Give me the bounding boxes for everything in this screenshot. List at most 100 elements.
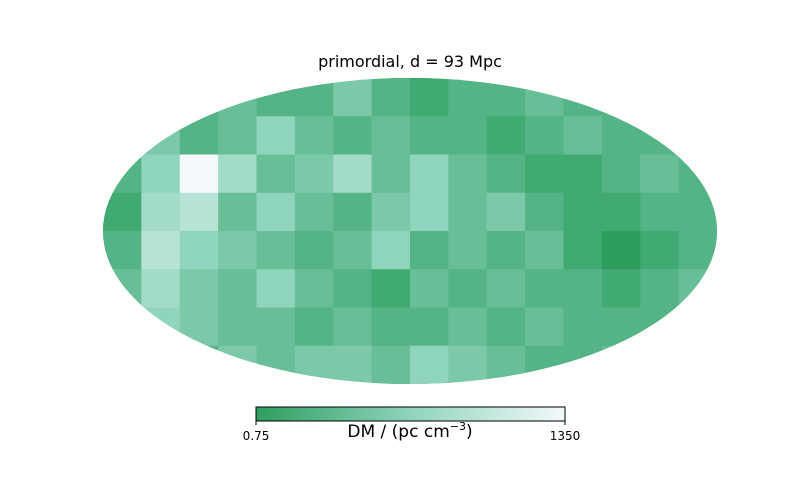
sky-pixel bbox=[678, 78, 717, 117]
sky-pixel bbox=[486, 192, 526, 232]
sky-pixel bbox=[103, 116, 142, 156]
sky-pixel bbox=[141, 192, 181, 232]
sky-pixel bbox=[179, 345, 219, 384]
sky-pixel bbox=[371, 154, 411, 194]
sky-pixel bbox=[333, 231, 373, 270]
sky-pixel bbox=[294, 231, 334, 270]
sky-pixel bbox=[333, 192, 373, 232]
sky-pixel bbox=[448, 192, 488, 232]
sky-pixel bbox=[141, 269, 181, 309]
sky-pixel bbox=[525, 231, 565, 270]
sky-pixel bbox=[294, 307, 334, 347]
sky-pixel bbox=[256, 192, 296, 232]
sky-pixel bbox=[218, 116, 258, 156]
sky-pixel bbox=[601, 116, 641, 156]
sky-pixel bbox=[678, 116, 717, 156]
sky-pixel bbox=[563, 345, 603, 384]
sky-pixel bbox=[640, 269, 680, 309]
sky-pixel bbox=[486, 231, 526, 270]
sky-pixel bbox=[371, 78, 411, 117]
sky-pixel bbox=[256, 116, 296, 156]
sky-pixel bbox=[448, 78, 488, 117]
sky-pixel bbox=[640, 345, 680, 384]
sky-pixel bbox=[141, 345, 181, 384]
sky-pixel bbox=[179, 231, 219, 270]
sky-pixel bbox=[448, 116, 488, 156]
sky-pixel bbox=[525, 116, 565, 156]
sky-pixel bbox=[141, 78, 181, 117]
sky-pixel bbox=[448, 269, 488, 309]
sky-pixel bbox=[218, 269, 258, 309]
sky-pixel bbox=[525, 345, 565, 384]
sky-pixel bbox=[525, 78, 565, 117]
sky-pixel bbox=[333, 307, 373, 347]
sky-pixel bbox=[103, 231, 142, 270]
sky-pixel bbox=[678, 231, 717, 270]
sky-pixel bbox=[333, 116, 373, 156]
sky-pixel bbox=[448, 231, 488, 270]
sky-pixel bbox=[525, 192, 565, 232]
sky-pixel bbox=[256, 307, 296, 347]
sky-map bbox=[103, 78, 717, 384]
sky-pixel bbox=[141, 307, 181, 347]
sky-pixel bbox=[141, 231, 181, 270]
sky-pixel bbox=[410, 78, 449, 117]
sky-pixel bbox=[563, 116, 603, 156]
sky-pixel bbox=[640, 116, 680, 156]
sky-pixel bbox=[563, 269, 603, 309]
sky-pixel bbox=[448, 154, 488, 194]
sky-pixel bbox=[294, 269, 334, 309]
sky-pixel bbox=[179, 154, 219, 194]
sky-pixel bbox=[371, 231, 411, 270]
sky-pixel bbox=[410, 192, 449, 232]
sky-pixel bbox=[333, 345, 373, 384]
sky-pixel bbox=[294, 116, 334, 156]
sky-pixel bbox=[410, 116, 449, 156]
sky-pixel bbox=[486, 307, 526, 347]
sky-pixel bbox=[525, 269, 565, 309]
chart-title: primordial, d = 93 Mpc bbox=[318, 52, 502, 71]
sky-pixel bbox=[410, 154, 449, 194]
sky-pixel bbox=[601, 192, 641, 232]
sky-pixel bbox=[601, 269, 641, 309]
sky-pixel bbox=[448, 307, 488, 347]
sky-pixel bbox=[333, 78, 373, 117]
colorbar-label-exp: −3 bbox=[450, 420, 466, 433]
sky-pixel bbox=[103, 269, 142, 309]
sky-pixel bbox=[141, 154, 181, 194]
colorbar bbox=[255, 406, 566, 422]
sky-pixel bbox=[179, 192, 219, 232]
sky-pixel bbox=[103, 78, 142, 117]
sky-pixel bbox=[333, 154, 373, 194]
sky-pixel bbox=[486, 154, 526, 194]
sky-pixel bbox=[294, 345, 334, 384]
sky-pixel bbox=[333, 269, 373, 309]
sky-pixel bbox=[563, 154, 603, 194]
sky-pixel bbox=[448, 345, 488, 384]
sky-pixel bbox=[678, 269, 717, 309]
sky-pixel bbox=[371, 192, 411, 232]
sky-pixel bbox=[218, 78, 258, 117]
sky-pixel bbox=[601, 231, 641, 270]
sky-pixel bbox=[563, 307, 603, 347]
sky-pixel bbox=[640, 307, 680, 347]
sky-pixel bbox=[371, 345, 411, 384]
sky-pixel bbox=[218, 345, 258, 384]
sky-pixel bbox=[486, 78, 526, 117]
colorbar-label-main: DM / (pc cm bbox=[347, 422, 449, 442]
sky-pixel bbox=[179, 116, 219, 156]
sky-pixel bbox=[256, 231, 296, 270]
sky-pixel bbox=[179, 78, 219, 117]
sky-pixel bbox=[103, 154, 142, 194]
sky-pixel bbox=[525, 154, 565, 194]
sky-pixel bbox=[179, 307, 219, 347]
sky-pixel bbox=[601, 307, 641, 347]
sky-pixel bbox=[678, 192, 717, 232]
sky-pixel bbox=[410, 345, 449, 384]
sky-pixel bbox=[294, 192, 334, 232]
sky-pixel bbox=[256, 78, 296, 117]
sky-pixel bbox=[601, 345, 641, 384]
sky-pixel bbox=[640, 78, 680, 117]
sky-pixel bbox=[486, 116, 526, 156]
